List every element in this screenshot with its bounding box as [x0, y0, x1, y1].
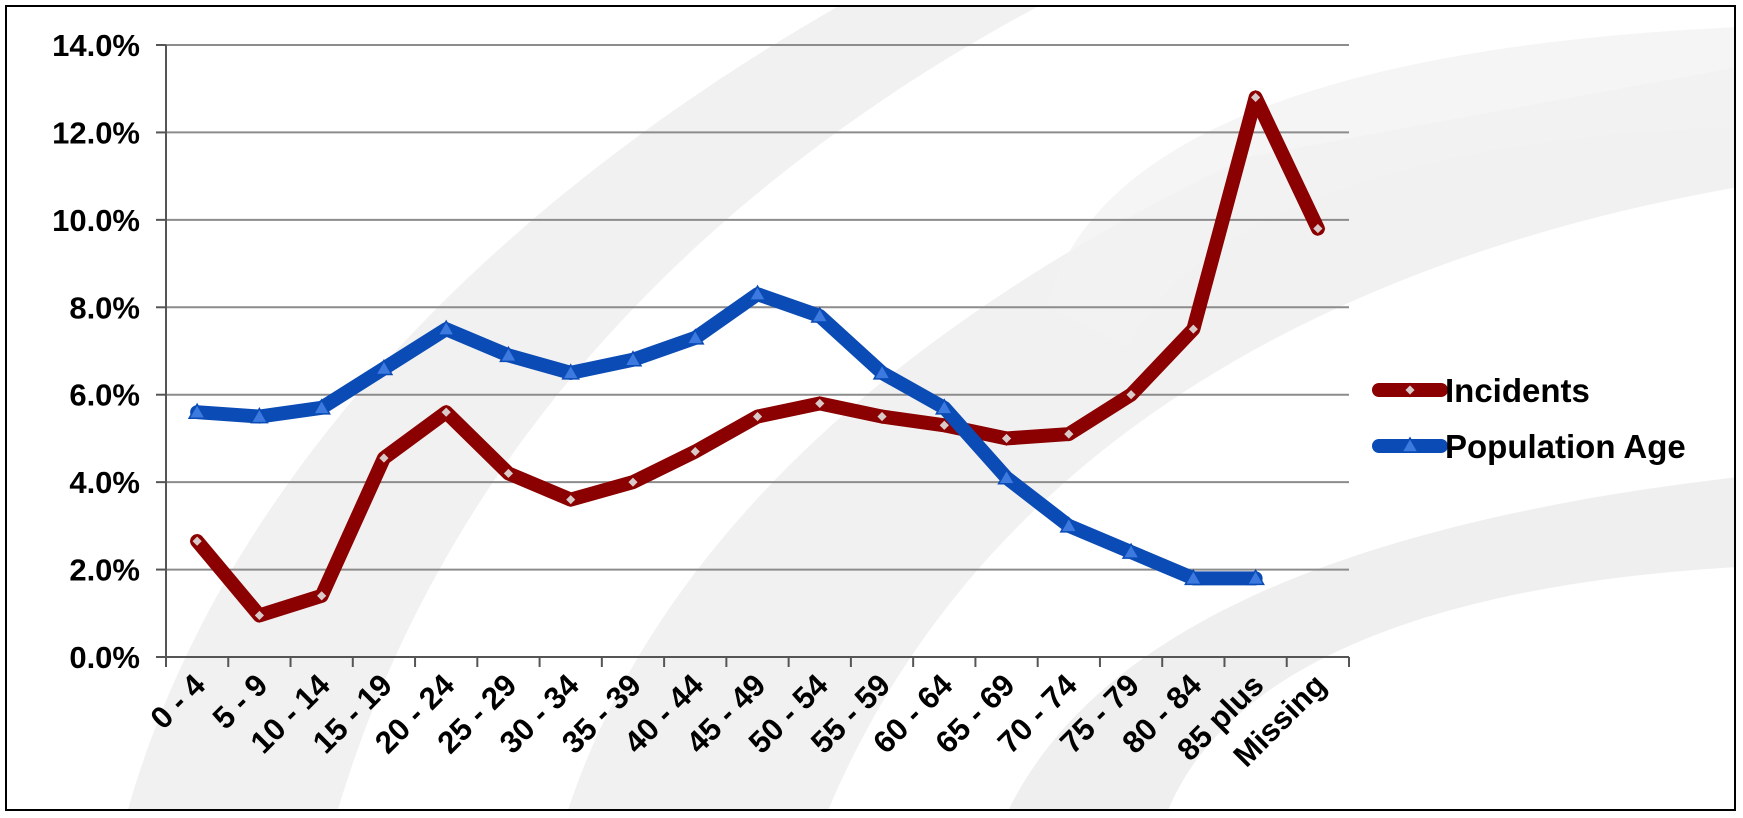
data-point-marker — [1246, 568, 1265, 586]
series-population-age — [187, 284, 1265, 586]
data-point-marker — [436, 319, 456, 336]
data-point-marker — [563, 492, 579, 508]
data-point-marker — [187, 402, 207, 419]
background-swirl — [128, 7, 1734, 809]
data-point-marker — [561, 363, 581, 380]
series-incidents — [189, 90, 1326, 623]
data-point-marker — [997, 468, 1016, 485]
data-point-marker — [1123, 387, 1139, 403]
y-tick-label: 6.0% — [69, 378, 140, 413]
data-point-marker — [1402, 382, 1418, 398]
data-point-marker — [623, 350, 643, 367]
data-point-marker — [750, 409, 765, 424]
data-point-marker — [1184, 568, 1203, 586]
data-point-marker — [438, 404, 454, 420]
data-point-marker — [1185, 321, 1201, 337]
data-point-marker — [312, 398, 331, 415]
series-lines — [187, 90, 1326, 623]
data-point-marker — [376, 450, 392, 466]
data-point-marker — [1310, 221, 1326, 237]
legend-label: Incidents — [1445, 372, 1590, 409]
data-point-marker — [1121, 542, 1141, 559]
data-point-marker — [1061, 426, 1077, 442]
legend-label: Population Age — [1445, 428, 1686, 465]
series-line — [190, 287, 1263, 586]
y-tick-label: 4.0% — [69, 465, 140, 500]
y-tick-label: 0.0% — [69, 640, 140, 675]
data-point-marker — [501, 465, 516, 481]
data-point-marker — [999, 431, 1014, 446]
data-point-marker — [936, 417, 952, 433]
data-point-marker — [189, 533, 205, 549]
data-point-marker — [872, 363, 892, 380]
data-point-marker — [874, 409, 890, 424]
data-point-marker — [250, 407, 269, 424]
y-tick-label: 10.0% — [52, 203, 140, 238]
data-point-marker — [625, 474, 641, 490]
y-tick-label: 8.0% — [69, 290, 140, 325]
data-point-marker — [1059, 516, 1079, 533]
legend-item: Population Age — [1372, 428, 1686, 465]
legend-item: Incidents — [1372, 372, 1590, 409]
y-tick-label: 2.0% — [69, 553, 140, 588]
data-point-marker — [251, 608, 267, 623]
y-axis-tick-labels: 0.0% 2.0% 4.0% 6.0% 8.0% 10.0% 12.0% 14.0% — [52, 28, 140, 675]
data-point-marker — [810, 306, 830, 323]
data-point-marker — [314, 588, 330, 604]
data-point-marker — [374, 358, 394, 376]
line-chart: 0.0%2.0%4.0%6.0%8.0%10.0%12.0%14.0% 0 - … — [52, 7, 1734, 809]
data-point-marker — [499, 345, 518, 363]
data-point-marker — [748, 284, 767, 301]
data-point-marker — [812, 396, 828, 411]
legend: Incidents Population Age — [1372, 372, 1686, 465]
data-point-marker — [685, 328, 705, 345]
data-point-marker — [1248, 90, 1264, 105]
axes — [165, 45, 1350, 667]
data-point-marker — [934, 398, 954, 415]
y-tick-label: 12.0% — [52, 115, 140, 150]
y-tick-label: 14.0% — [52, 28, 140, 63]
data-point-marker — [687, 444, 703, 459]
data-point-marker — [1400, 436, 1420, 453]
chart-frame: 0.0% 2.0% 4.0% 6.0% 8.0% 10.0% 12.0% 14.0% 0 - … — [5, 5, 1736, 811]
